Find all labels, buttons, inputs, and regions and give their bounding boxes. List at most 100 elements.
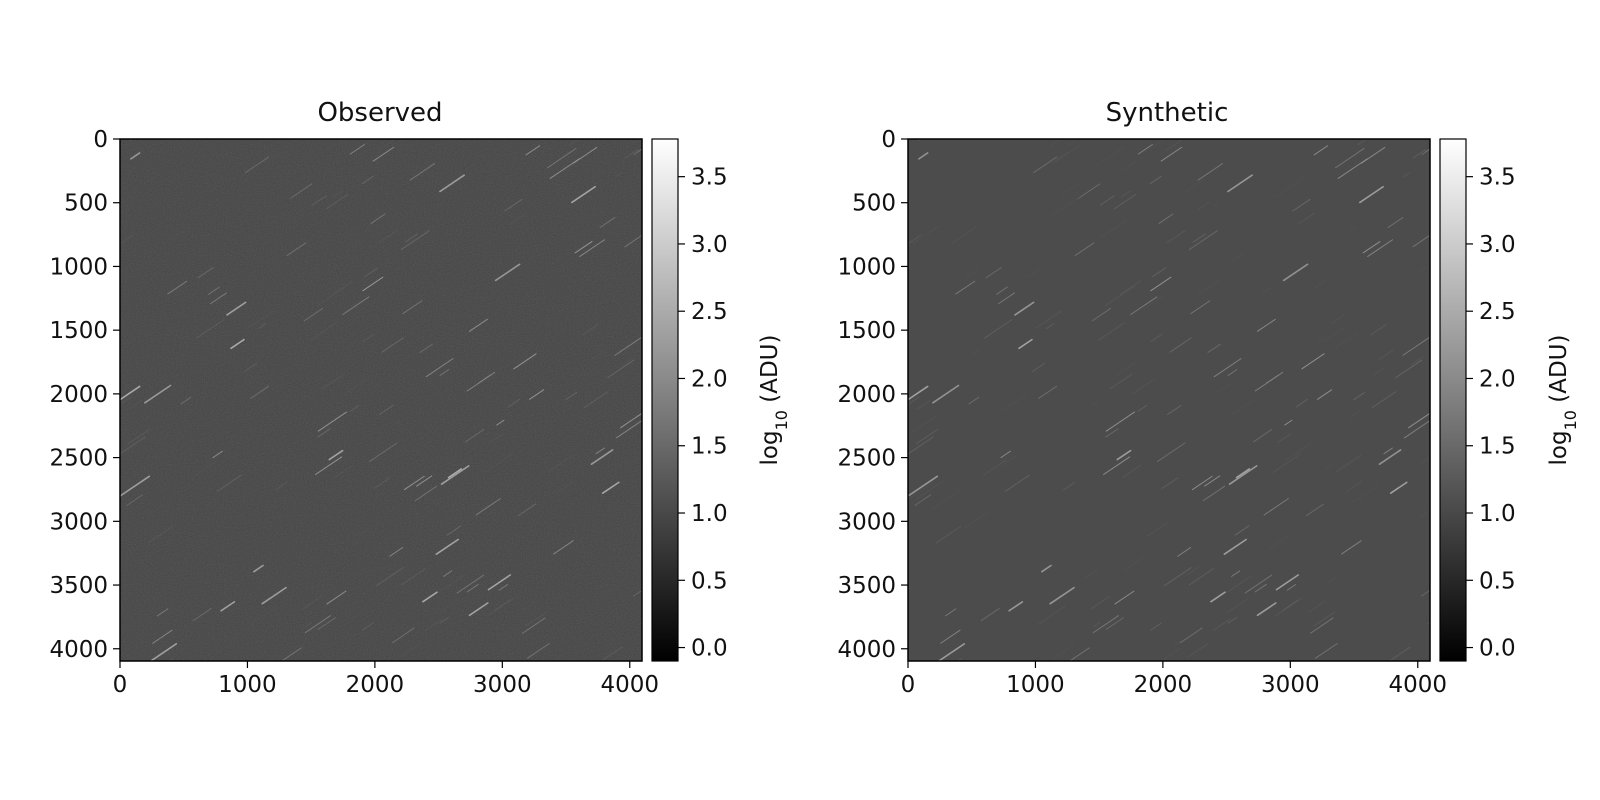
colorbar-gradient [1439, 138, 1467, 662]
streak [1174, 639, 1183, 646]
streak [402, 300, 423, 315]
streak [1002, 392, 1030, 412]
streak [1197, 279, 1221, 296]
streak [373, 477, 391, 489]
image-background [908, 139, 1430, 661]
streak [377, 139, 396, 151]
streak [403, 475, 425, 491]
streak [518, 503, 536, 516]
streak [1227, 174, 1253, 193]
colorbar-tick-label: 2.0 [1479, 366, 1516, 392]
streak [614, 336, 642, 356]
streak [1098, 322, 1125, 341]
y-tick-label: 1000 [49, 254, 108, 280]
streak [122, 415, 150, 434]
streak [468, 602, 489, 617]
streak [212, 450, 223, 459]
streak [120, 483, 145, 501]
streak [326, 662, 342, 673]
streak [914, 494, 931, 507]
x-axis: 0 1000 2000 3000 4000 [113, 661, 659, 698]
streak [494, 599, 511, 611]
streak [1105, 428, 1119, 438]
streak [1210, 591, 1226, 603]
streak [1360, 146, 1386, 164]
streak [1357, 139, 1368, 146]
streak [354, 295, 377, 310]
streak [614, 171, 623, 178]
streak [1032, 362, 1046, 372]
colorbar-tick-label: 3.0 [1479, 232, 1516, 258]
streak [124, 225, 152, 245]
streak [630, 510, 642, 519]
streak [513, 353, 537, 370]
streak [379, 404, 394, 416]
streak [1389, 481, 1408, 494]
streak [1123, 556, 1145, 572]
y-tick-label: 500 [852, 191, 896, 217]
streak [466, 371, 496, 392]
streak [130, 152, 141, 160]
streak [473, 286, 485, 295]
streak [508, 398, 521, 408]
streak [424, 200, 433, 207]
streak [965, 267, 981, 278]
y-tick-label: 3500 [49, 573, 108, 599]
streak [520, 600, 539, 613]
streak [424, 618, 443, 631]
streak [1412, 234, 1430, 248]
streak [590, 449, 614, 465]
x-tick-label: 0 [113, 672, 128, 698]
streak [620, 412, 642, 429]
streak [632, 456, 642, 464]
streak [196, 319, 225, 339]
streak [1231, 570, 1241, 577]
streak [326, 193, 349, 210]
streak [480, 533, 505, 550]
streak [494, 263, 521, 282]
streak [1061, 181, 1082, 196]
streak [1402, 336, 1430, 356]
streak [1049, 643, 1076, 661]
x-tick-label: 4000 [600, 672, 659, 698]
streak [547, 147, 577, 169]
streak [1120, 280, 1142, 295]
streak [303, 400, 311, 407]
streak [1122, 464, 1142, 478]
streak [316, 285, 347, 307]
streak [1272, 453, 1301, 473]
streak [572, 146, 598, 164]
streak [304, 615, 331, 634]
streak [262, 196, 292, 217]
streak [261, 665, 271, 672]
streak [1033, 156, 1058, 174]
y-tick-label: 1500 [837, 318, 896, 344]
streak [386, 639, 395, 646]
streak [416, 475, 433, 487]
streak [370, 213, 386, 224]
streak [1227, 598, 1249, 614]
streak [273, 181, 294, 196]
streak [527, 642, 550, 659]
streak [349, 143, 365, 155]
colorbar-gradient [651, 138, 679, 662]
streak [1192, 233, 1207, 243]
streak [274, 481, 288, 491]
streak [504, 198, 523, 212]
streak [362, 333, 375, 343]
streak [464, 429, 485, 443]
streak [208, 286, 220, 295]
streak [230, 338, 245, 350]
streak [1227, 369, 1238, 377]
streak [1114, 662, 1130, 673]
y-axis: 0 500 1000 1500 2000 2500 3000 3500 4000 [49, 127, 120, 663]
streak [1292, 198, 1311, 212]
streak [985, 267, 1002, 279]
streak [1077, 183, 1101, 200]
streak [332, 280, 354, 295]
y-tick-label: 4000 [49, 637, 108, 663]
streak [1344, 480, 1363, 493]
streak [935, 525, 962, 544]
streak [1235, 468, 1251, 479]
streak [419, 343, 433, 353]
